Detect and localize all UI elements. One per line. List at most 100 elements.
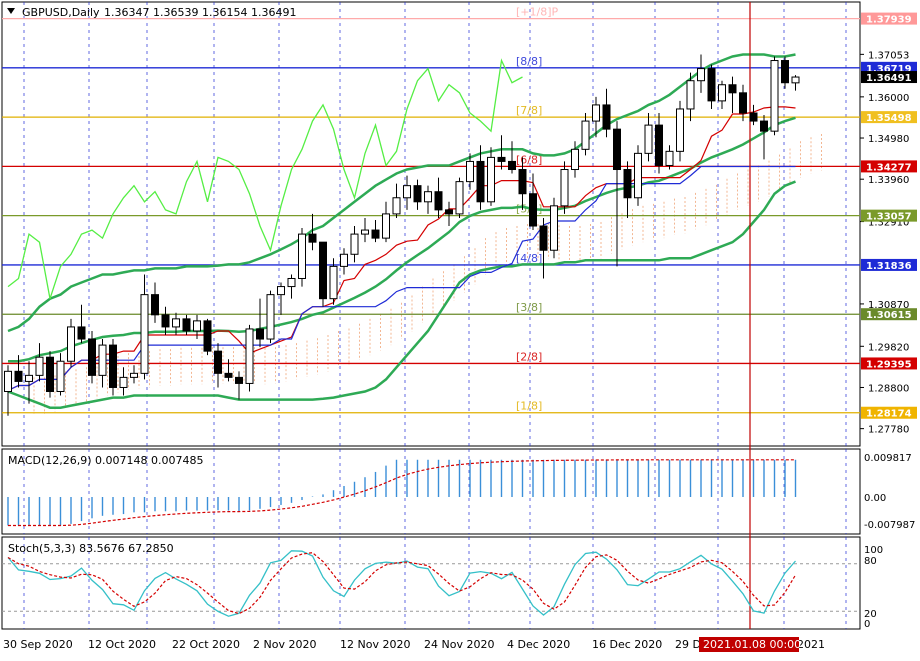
- price-highlight-box: [861, 12, 917, 25]
- candle: [623, 161, 632, 218]
- bollinger-lower: [7, 180, 796, 409]
- candle: [182, 314, 191, 335]
- candle: [140, 274, 149, 380]
- candle: [287, 274, 296, 299]
- bollinger-upper: [7, 53, 796, 333]
- macd-axis-min: -0.007987: [864, 520, 915, 531]
- stoch-axis-20: 20: [864, 609, 877, 620]
- candle: [403, 175, 411, 210]
- price-highlight-box: [861, 111, 917, 124]
- candle-body: [329, 265, 338, 300]
- price-highlight-label: 1.33057: [866, 212, 912, 223]
- candle-body: [686, 80, 695, 110]
- candle-body: [193, 320, 201, 332]
- candle: [172, 312, 180, 335]
- murrey-level-label: [4/8]: [516, 252, 542, 265]
- candle: [193, 314, 201, 340]
- time-axis: 30 Sep 2020 12 Oct 2020 22 Oct 2020 2 Nov 2…: [3, 637, 825, 652]
- candle-body: [707, 68, 716, 102]
- candle: [151, 282, 159, 323]
- price-highlight-box: [861, 357, 917, 370]
- candle-body: [140, 294, 149, 374]
- candle: [214, 343, 222, 388]
- macd-pane[interactable]: [1, 448, 861, 535]
- time-tick-label: 29 D: [675, 638, 701, 651]
- candle-body: [319, 241, 327, 300]
- price-highlight-label: 1.37939: [866, 15, 912, 26]
- time-tick-label: 2 Nov 2020: [253, 638, 316, 651]
- candle: [676, 100, 684, 162]
- murrey-level-label: [3/8]: [516, 301, 542, 314]
- candle: [329, 258, 338, 305]
- candles: [4, 54, 800, 416]
- price-tick-label: 1.36000: [868, 93, 909, 104]
- candle: [130, 365, 138, 384]
- candle-body: [308, 233, 317, 243]
- price-pane[interactable]: [1, 1, 861, 447]
- candle-body: [623, 169, 632, 199]
- time-tick-label: 16 Dec 2020: [592, 638, 662, 651]
- price-highlight-box: [861, 406, 917, 419]
- candle: [277, 282, 285, 315]
- candle: [319, 241, 327, 307]
- candle-body: [466, 160, 474, 183]
- price-tick-label: 1.27780: [868, 425, 909, 436]
- candle-body: [455, 181, 464, 215]
- candle: [718, 80, 726, 109]
- price-tick-label: 1.33960: [868, 175, 909, 186]
- candle-body: [508, 160, 516, 171]
- candle: [235, 371, 243, 400]
- candle: [382, 201, 390, 243]
- candle: [476, 145, 485, 210]
- price-highlight-label: 1.30615: [866, 310, 912, 321]
- candle-body: [266, 294, 275, 340]
- candle-body: [151, 294, 159, 316]
- candle: [35, 343, 44, 382]
- candle: [424, 185, 432, 214]
- time-tick-label: 30 Sep 2020: [3, 638, 73, 651]
- candle-body: [592, 104, 600, 122]
- candle: [224, 359, 233, 382]
- candle: [413, 179, 422, 210]
- candle-body: [67, 326, 75, 362]
- candle-body: [760, 120, 768, 132]
- candle-body: [781, 60, 789, 84]
- candle-body: [392, 197, 401, 215]
- candle: [203, 318, 212, 356]
- candle: [340, 248, 348, 275]
- candle: [445, 201, 453, 227]
- candle-body: [634, 152, 642, 199]
- stoch-pane[interactable]: [1, 536, 861, 630]
- candle: [728, 76, 737, 113]
- candle: [791, 75, 800, 91]
- time-cursor-box: [699, 637, 799, 652]
- candle-body: [655, 124, 663, 166]
- candle-body: [728, 84, 737, 94]
- kijun-line: [7, 165, 796, 392]
- candle: [592, 96, 600, 138]
- price-tick-label: 1.32910: [868, 218, 909, 229]
- candle-body: [98, 344, 107, 376]
- price-highlight-box: [861, 258, 917, 271]
- candle: [434, 177, 443, 218]
- ohlc-readout: 1.36347 1.36539 1.36154 1.36491: [104, 6, 296, 19]
- candle-body: [550, 205, 558, 251]
- grid-layer: [23, 2, 847, 629]
- candle-body: [56, 360, 65, 393]
- candle: [487, 147, 495, 206]
- candle-body: [413, 185, 422, 203]
- chikou-span: [7, 58, 523, 299]
- candle: [46, 351, 54, 398]
- candle: [581, 113, 590, 156]
- macd-label: MACD(12,26,9) 0.007148 0.007485: [8, 454, 204, 467]
- candle: [749, 104, 758, 126]
- stoch-axis-0: 0: [864, 619, 870, 630]
- candle-body: [235, 376, 243, 384]
- candle-body: [46, 356, 54, 393]
- candle-body: [749, 112, 758, 122]
- candle: [98, 339, 107, 388]
- collapse-arrow-icon[interactable]: [7, 8, 15, 14]
- price-tick-label: 1.30870: [868, 300, 909, 311]
- bollinger-middle: [8, 116, 796, 363]
